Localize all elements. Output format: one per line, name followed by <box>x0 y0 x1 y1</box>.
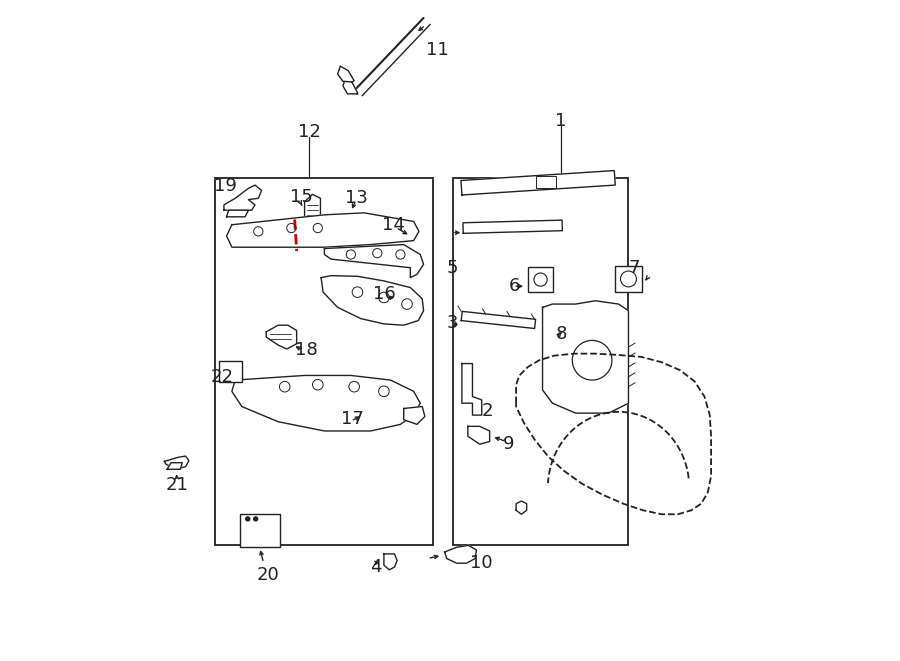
Text: 6: 6 <box>509 276 520 295</box>
Text: 4: 4 <box>370 558 382 576</box>
Text: 2: 2 <box>482 402 493 420</box>
Text: 12: 12 <box>298 123 320 141</box>
Text: 22: 22 <box>212 368 234 386</box>
Polygon shape <box>543 301 628 413</box>
Circle shape <box>246 517 249 521</box>
Polygon shape <box>227 210 248 217</box>
Polygon shape <box>324 245 424 278</box>
Polygon shape <box>338 66 355 82</box>
Bar <box>528 267 554 292</box>
Polygon shape <box>462 364 482 415</box>
Text: 11: 11 <box>426 41 449 59</box>
Bar <box>220 361 242 382</box>
Polygon shape <box>343 78 357 94</box>
Text: 5: 5 <box>446 259 458 278</box>
Bar <box>454 178 628 545</box>
Polygon shape <box>553 311 586 340</box>
Text: 19: 19 <box>214 177 237 196</box>
Polygon shape <box>232 375 420 431</box>
Text: 1: 1 <box>555 112 567 130</box>
Bar <box>215 178 434 545</box>
Polygon shape <box>227 213 418 247</box>
Text: 10: 10 <box>471 554 493 572</box>
Polygon shape <box>468 426 490 444</box>
Polygon shape <box>461 171 616 195</box>
Text: 17: 17 <box>341 410 365 428</box>
Text: 21: 21 <box>166 475 188 494</box>
Polygon shape <box>384 554 397 570</box>
Polygon shape <box>304 194 320 225</box>
Polygon shape <box>461 311 536 329</box>
Polygon shape <box>167 463 183 469</box>
Text: 16: 16 <box>374 285 396 303</box>
Polygon shape <box>165 456 189 469</box>
Bar <box>616 266 642 292</box>
Polygon shape <box>516 501 526 514</box>
Text: 13: 13 <box>345 189 367 208</box>
Text: 14: 14 <box>382 215 405 234</box>
Bar <box>240 514 280 547</box>
Text: 3: 3 <box>447 314 458 332</box>
Polygon shape <box>266 325 297 349</box>
Polygon shape <box>463 220 562 233</box>
Polygon shape <box>404 407 425 424</box>
Text: 8: 8 <box>555 325 567 344</box>
Text: 7: 7 <box>629 259 640 278</box>
Text: 15: 15 <box>291 188 313 206</box>
Polygon shape <box>224 185 262 210</box>
Circle shape <box>254 517 257 521</box>
Text: 18: 18 <box>295 340 318 359</box>
Text: 9: 9 <box>502 434 514 453</box>
Polygon shape <box>321 276 424 325</box>
Polygon shape <box>445 545 476 563</box>
Bar <box>536 176 556 188</box>
Text: 20: 20 <box>256 566 280 584</box>
